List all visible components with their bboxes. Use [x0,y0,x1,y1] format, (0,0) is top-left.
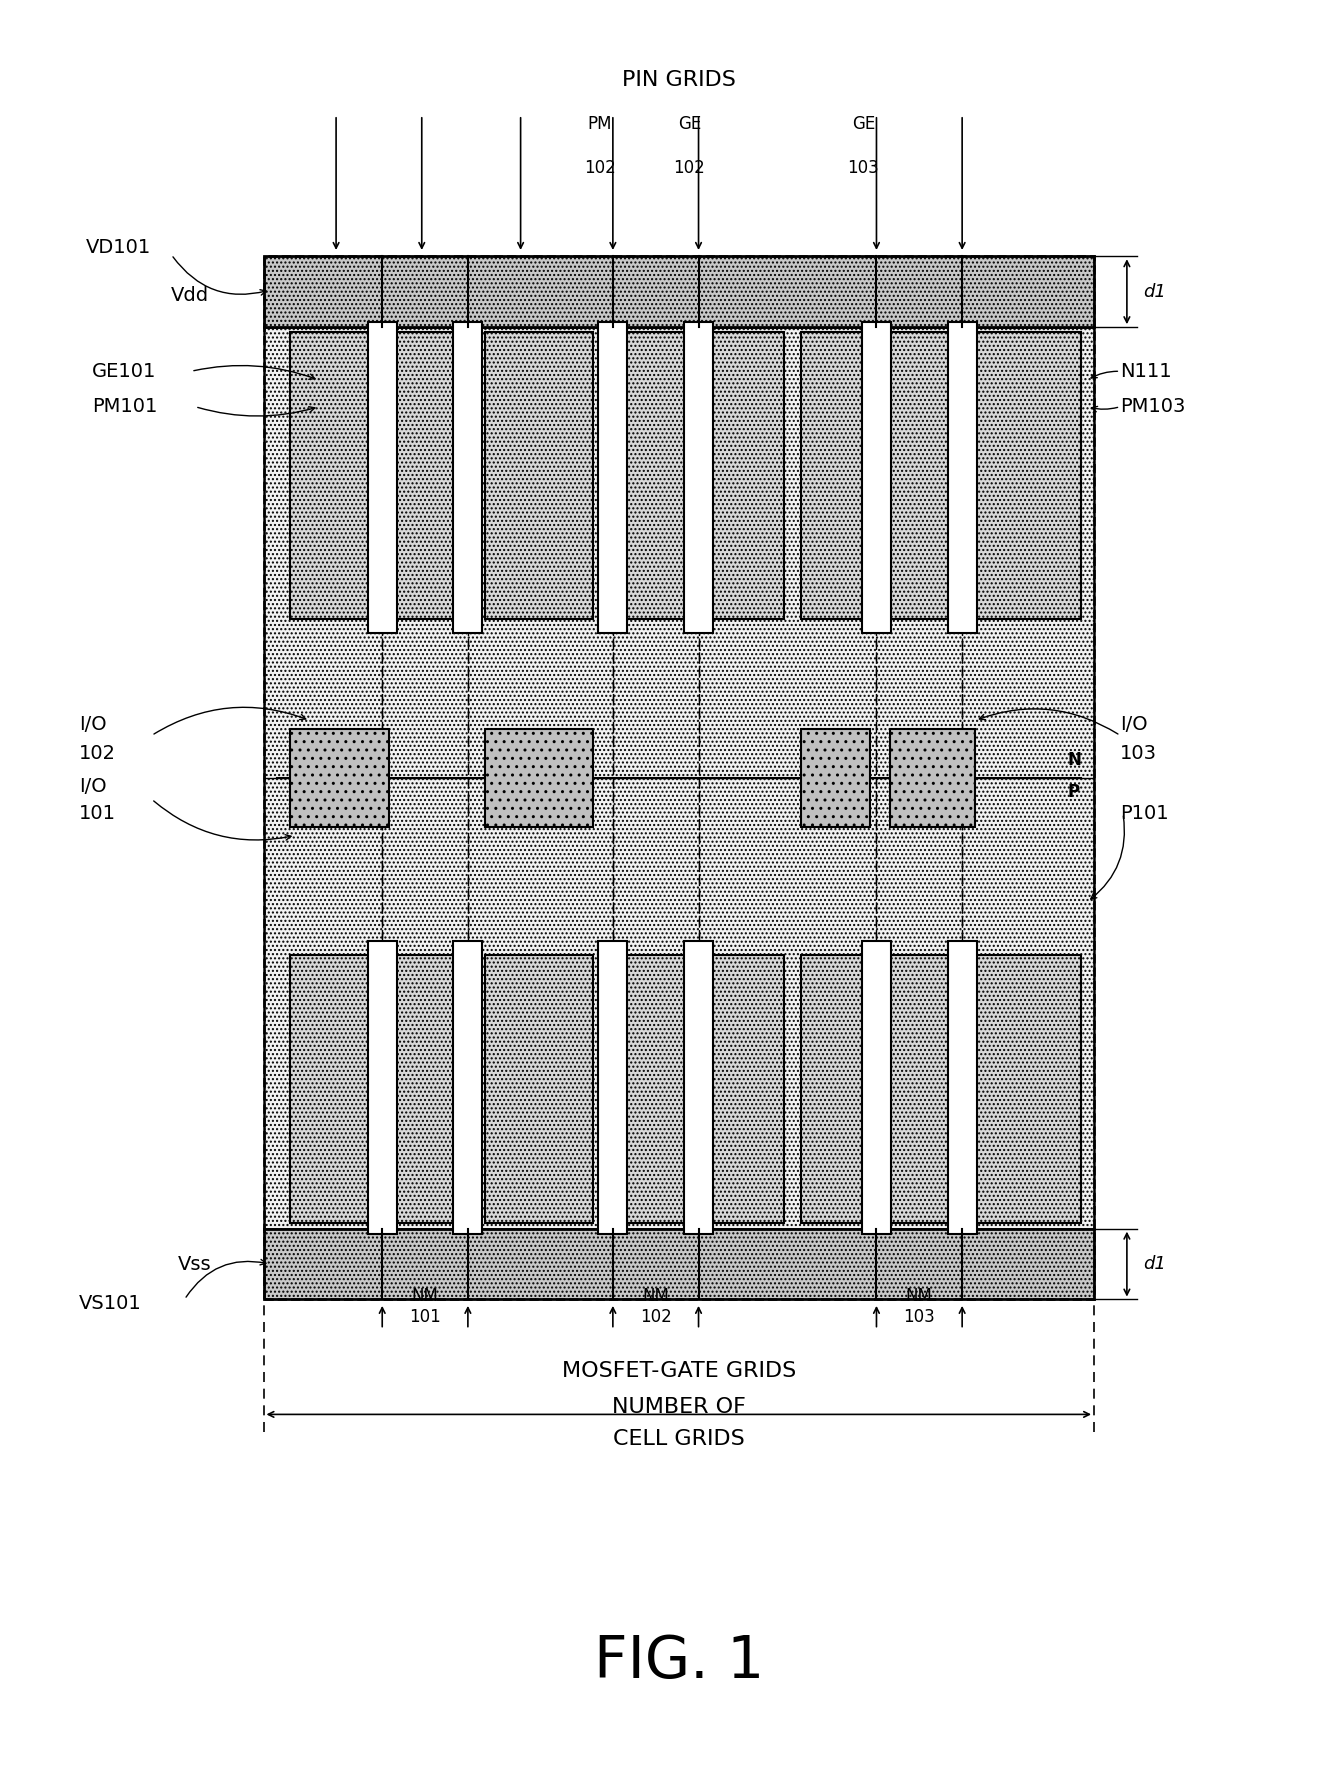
Bar [598,941,627,1234]
Bar [613,955,784,1223]
Text: 102: 102 [584,159,616,177]
Bar [264,327,1094,1229]
Bar [684,941,713,1234]
Text: GE: GE [851,115,875,133]
Text: NM
103: NM 103 [903,1287,936,1326]
Text: VD101: VD101 [86,239,152,256]
Bar [890,332,1081,619]
Bar [890,728,975,826]
Bar [801,955,870,1223]
Bar [368,322,397,633]
Bar [598,322,627,633]
Text: 102: 102 [673,159,705,177]
Text: VS101: VS101 [79,1294,142,1312]
Text: I/O: I/O [79,716,107,734]
Bar [290,955,468,1223]
Bar [862,322,891,633]
Text: I/O: I/O [1120,716,1148,734]
Text: I/O: I/O [79,778,107,796]
Bar [264,1229,1094,1299]
Text: N: N [1068,751,1082,769]
Text: NM
101: NM 101 [409,1287,442,1326]
Bar [948,322,977,633]
Bar [862,941,891,1234]
Bar [290,332,468,619]
Text: NM
102: NM 102 [639,1287,672,1326]
Bar [684,322,713,633]
Text: NUMBER OF: NUMBER OF [612,1397,746,1416]
Text: MOSFET-GATE GRIDS: MOSFET-GATE GRIDS [561,1361,796,1381]
Bar [801,728,870,826]
Text: d1: d1 [1143,283,1165,301]
Bar [485,332,593,619]
Bar [290,728,389,826]
Text: FIG. 1: FIG. 1 [593,1634,764,1690]
Text: 101: 101 [79,804,116,822]
Text: PM103: PM103 [1120,398,1186,415]
Text: 102: 102 [79,744,116,762]
Bar [453,941,482,1234]
Bar [264,256,1094,1299]
Text: PIN GRIDS: PIN GRIDS [622,69,735,90]
Bar [801,332,870,619]
Text: GE: GE [677,115,701,133]
Bar [948,941,977,1234]
Text: 103: 103 [847,159,879,177]
Text: GE101: GE101 [92,362,157,380]
Text: Vdd: Vdd [171,286,210,304]
Bar [485,955,593,1223]
Text: d1: d1 [1143,1255,1165,1273]
Text: CELL GRIDS: CELL GRIDS [613,1429,745,1448]
Bar [613,332,784,619]
Text: P: P [1068,783,1079,801]
Text: PM: PM [588,115,612,133]
Bar [264,256,1094,327]
Bar [485,728,593,826]
Bar [453,322,482,633]
Text: 103: 103 [1120,744,1157,762]
Text: PM101: PM101 [92,398,158,415]
Text: N111: N111 [1120,362,1172,380]
Bar [368,941,397,1234]
Bar [890,955,1081,1223]
Text: P101: P101 [1120,804,1169,822]
Text: Vss: Vss [178,1255,212,1273]
